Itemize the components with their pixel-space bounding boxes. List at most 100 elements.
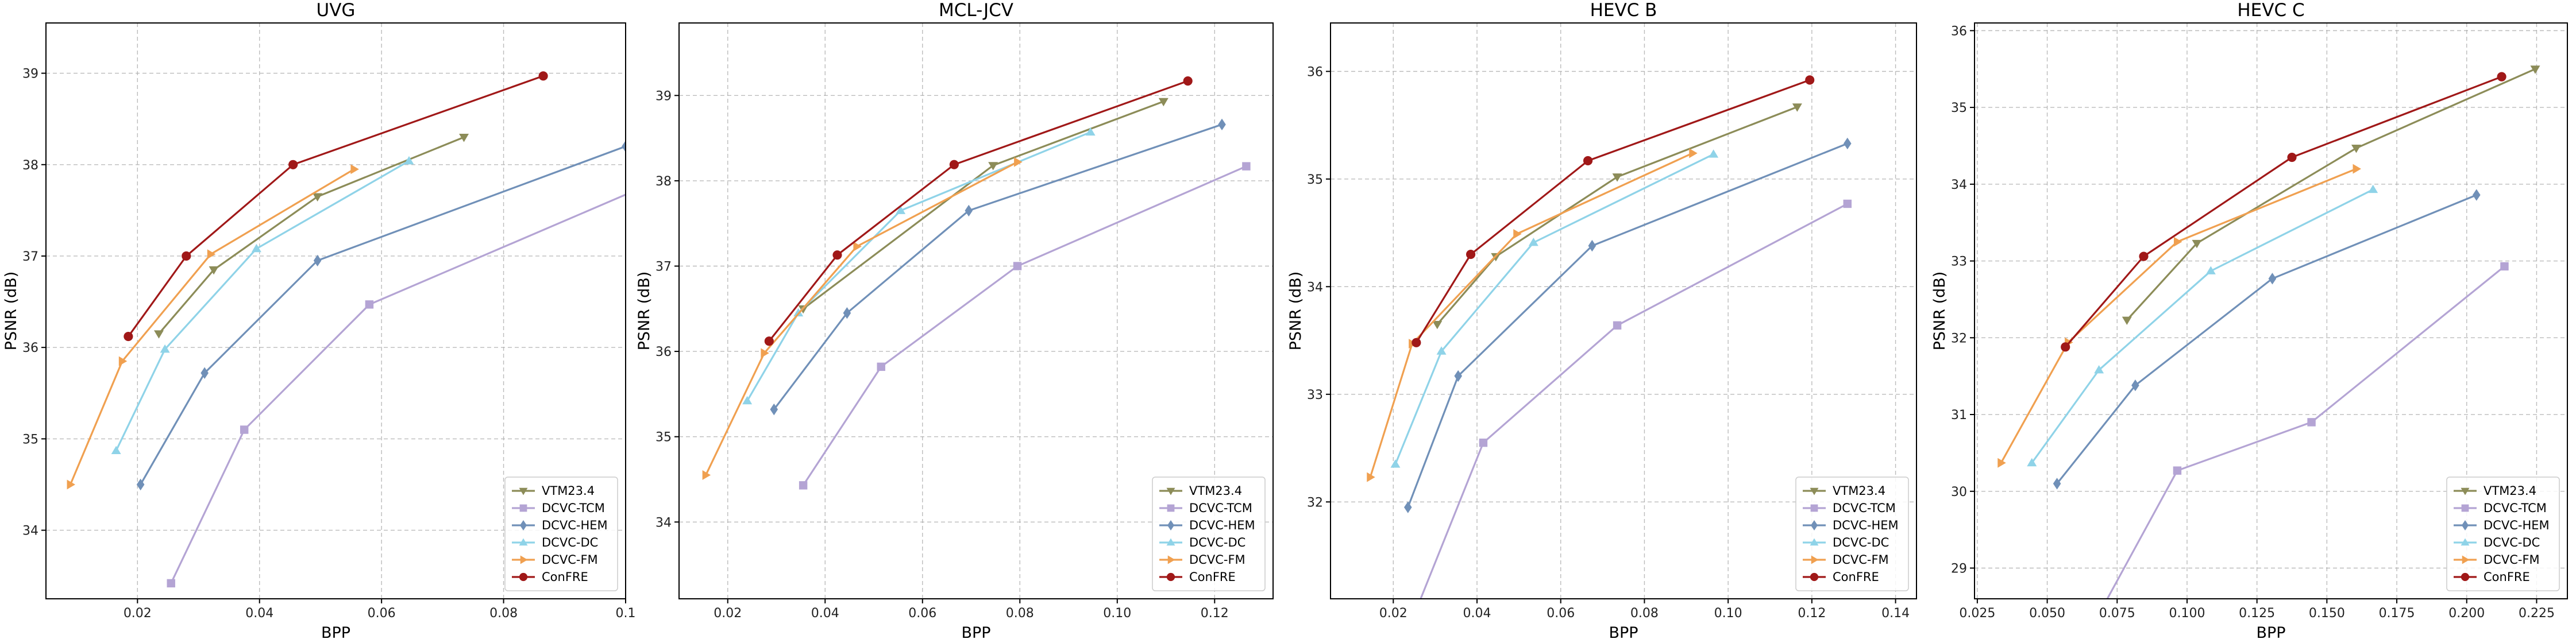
data-point [2173,237,2182,247]
data-point [622,140,626,153]
chart-panel-1: 0.02 0.04 0.06 0.08 0.1 34 35 36 37 38 39 UVG BPP PSN… [2,0,636,642]
legend-label: DCVC-TCM [542,501,605,515]
data-point [761,348,769,358]
x-tick-label: 0.04 [811,606,839,621]
x-tick-label: 0.10 [1714,606,1742,621]
x-tick-label: 0.075 [2099,606,2135,621]
legend-label: DCVC-DC [2484,536,2540,549]
x-tick-label: 0.12 [1798,606,1826,621]
legend: VTM23.4 DCVC-TCM DCVC-HEM DCVC-DC DCVC-FM Con… [2446,477,2560,591]
data-point [1588,239,1596,252]
x-axis-label: BPP [1609,624,1638,642]
data-point [1843,137,1852,150]
series-vtm23-4 [153,134,469,339]
x-tick-label: 0.02 [1379,606,1407,621]
legend-marker [519,572,528,582]
x-tick-label: 0.02 [124,606,152,621]
axes-frame [45,22,626,599]
y-tick-label: 29 [1951,562,1967,576]
data-point [2500,262,2509,271]
data-point [2192,239,2202,249]
data-point [1997,458,2006,468]
legend-marker [519,504,527,512]
series-line [1420,203,1848,599]
legend-item: DCVC-TCM [512,501,605,515]
legend-label: DCVC-TCM [1833,501,1896,515]
series-line [140,145,626,485]
legend-label: DCVC-DC [1833,536,1889,549]
x-tick-label: 0.08 [489,606,518,621]
series-line [746,131,1091,402]
legend-marker [1810,504,1818,512]
legend-frame [1795,477,1909,591]
legend: VTM23.4 DCVC-TCM DCVC-HEM DCVC-DC DCVC-FM Con… [1152,477,1266,591]
x-tick-label: 0.06 [1547,606,1575,621]
x-tick-label: 0.200 [2448,606,2485,621]
chart-title: HEVC B [1590,0,1657,21]
y-tick-label: 30 [1951,485,1967,499]
data-point [160,344,170,353]
legend-item: ConFRE [512,570,588,584]
legend-label: DCVC-HEM [1833,518,1899,532]
series-line [802,165,1247,486]
series-dcvc-hem [136,140,626,491]
series-line [1407,142,1848,508]
data-point [2061,342,2070,352]
series-dcvc-hem [770,118,1226,416]
legend-frame [504,477,618,591]
data-point [1612,173,1622,182]
data-point [182,251,191,261]
data-point [2205,266,2216,274]
x-tick-label: 0.175 [2379,606,2415,621]
data-point [313,254,322,267]
x-tick-label: 0.08 [1630,606,1659,621]
legend-marker [2461,538,2470,546]
data-point [2287,152,2297,162]
data-point [1528,237,1538,246]
legend-item: DCVC-TCM [2454,501,2547,515]
grid [1975,23,2567,599]
legend-label: DCVC-FM [542,553,598,567]
legend-label: VTM23.4 [2484,484,2536,498]
legend-label: ConFRE [2484,570,2530,584]
y-tick-label: 31 [1951,408,1967,423]
data-point [896,206,906,214]
legend-label: DCVC-HEM [2484,518,2550,532]
plot-area [1367,75,1852,599]
legend-marker [2461,487,2470,495]
legend-item: DCVC-DC [1803,536,1889,549]
legend-label: DCVC-HEM [1189,518,1255,532]
series-line [128,75,544,338]
legend-label: ConFRE [1833,570,1879,584]
x-axis-label: BPP [2256,624,2285,642]
data-point [2530,65,2540,74]
legend-item: DCVC-FM [512,553,598,567]
y-tick-label: 35 [22,432,38,447]
data-point [965,204,973,217]
data-point [2131,379,2139,392]
legend-label: VTM23.4 [1833,484,1885,498]
legend-label: VTM23.4 [542,484,595,498]
legend-label: ConFRE [542,570,588,584]
series-line [115,160,410,451]
data-point [1436,346,1447,355]
legend-item: DCVC-DC [2454,536,2540,549]
legend-label: DCVC-TCM [1189,501,1252,515]
x-axis-label: BPP [321,624,350,642]
legend-item: DCVC-FM [1803,553,1889,567]
plot-area [1997,65,2540,599]
y-tick-label: 38 [22,158,38,173]
series-dcvc-fm [67,164,359,490]
data-point [1218,118,1226,131]
series-dcvc-tcm [1420,199,1852,599]
chart-title: UVG [317,0,356,21]
data-point [793,308,804,317]
series-vtm23-4 [2122,65,2540,326]
data-point [1479,438,1488,447]
legend-marker [1166,487,1175,495]
data-point [1454,370,1463,382]
legend-item: ConFRE [1159,570,1236,584]
data-point [251,243,261,253]
legend-marker [520,555,528,564]
series-dcvc-tcm [167,193,626,588]
